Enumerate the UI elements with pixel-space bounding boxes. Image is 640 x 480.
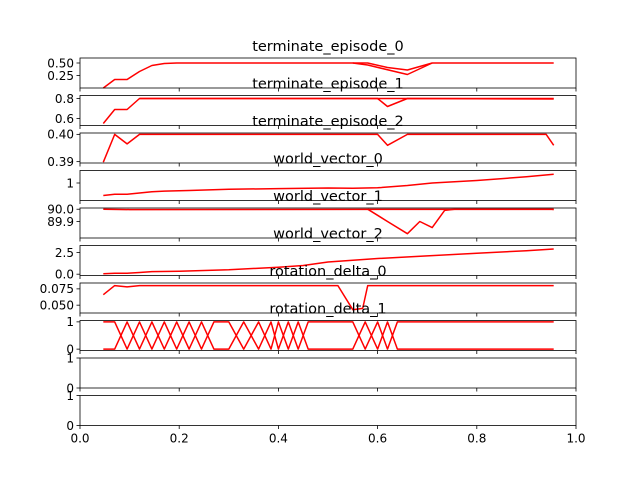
- subplot-7: 0 1 rotation_delta_1: [66, 302, 577, 356]
- y-tick-label-9-0: 0: [66, 419, 74, 433]
- y-tick-label-6-1: 0.075: [40, 282, 74, 296]
- subplot-1: 0.6 0.8 terminate_episode_1: [55, 77, 577, 129]
- subplot-2: 0.39 0.40 terminate_episode_2: [47, 114, 577, 169]
- series-line-0-1: [352, 62, 433, 71]
- axes-frame-4: [79, 207, 577, 239]
- y-tick-label-1-1: 0.8: [55, 92, 74, 106]
- y-tick-label-8-0: 0: [66, 381, 74, 395]
- x-tick-label-1: 0.2: [170, 432, 189, 446]
- series-line-2-0: [102, 133, 555, 163]
- series-line-5-0: [103, 248, 554, 275]
- subplot-title-0: terminate_episode_0: [252, 39, 404, 55]
- y-tick-label-7-1: 1: [66, 315, 74, 329]
- x-tick-label-3: 0.6: [368, 432, 387, 446]
- subplot-title-4: world_vector_1: [273, 189, 383, 205]
- axes-frame-6: [79, 282, 577, 314]
- axes-frame-0: [79, 57, 577, 89]
- y-tick-label-8-1: 1: [66, 351, 74, 365]
- axes-frame-9: [79, 395, 577, 426]
- y-tick-label-2-0: 0.39: [47, 155, 74, 169]
- subplot-0: 0.250.50 terminate_episode_0: [47, 39, 577, 92]
- y-tick-label-7-0: 0: [66, 342, 74, 356]
- axes-frame-3: [79, 170, 577, 201]
- subplot-4: 89.990.0 world_vector_1: [47, 189, 577, 242]
- subplot-title-6: rotation_delta_0: [269, 264, 386, 280]
- subplot-title-7: rotation_delta_1: [269, 302, 386, 318]
- subplot-8: 01: [66, 351, 577, 395]
- series-line-0-0: [102, 62, 554, 89]
- x-tick-label-4: 0.8: [467, 432, 486, 446]
- x-tick-label-2: 0.4: [269, 432, 288, 446]
- y-tick-label-6-0: 0.050: [40, 298, 74, 312]
- x-tick-label-5: 1.0: [566, 432, 585, 446]
- series-line-7-1: [103, 321, 554, 350]
- y-tick-label-4-0: 89.9: [47, 215, 74, 229]
- y-tick-label-3-0: 1: [66, 176, 74, 190]
- subplot-3: 1 world_vector_0: [66, 152, 577, 204]
- y-tick-label-2-1: 0.40: [47, 128, 74, 142]
- y-tick-label-0-1: 0.50: [47, 56, 74, 70]
- subplot-title-1: terminate_episode_1: [252, 77, 404, 93]
- y-tick-label-5-0: 0.0: [55, 267, 74, 281]
- axes-frame-1: [79, 95, 577, 126]
- y-tick-label-9-1: 1: [66, 389, 74, 403]
- subplot-9: 0 1 0.0 0.2 0.4 0.6 0.8 1.0: [66, 389, 585, 446]
- y-tick-label-4-1: 90.0: [47, 203, 74, 217]
- subplot-title-3: world_vector_0: [273, 152, 383, 168]
- subplot-title-5: world_vector_2: [273, 227, 383, 243]
- subplot-title-2: terminate_episode_2: [252, 114, 404, 130]
- subplot-5: 0.0 2.5 world_vector_2: [55, 227, 577, 281]
- x-tick-label-0: 0.0: [70, 432, 89, 446]
- y-tick-label-0-0: 0.25: [47, 69, 74, 83]
- axes-frame-2: [79, 132, 577, 164]
- subplot-6: 0.050 0.075 rotation_delta_0: [40, 264, 577, 317]
- y-tick-label-1-0: 0.6: [55, 112, 74, 126]
- axes-frame-8: [79, 357, 577, 389]
- subplot-grid: 0.250.50 terminate_episode_0 0.6 0.8 termina…: [40, 39, 586, 446]
- axes-frame-5: [79, 245, 577, 276]
- series-line-6-0: [102, 284, 554, 311]
- y-tick-label-5-1: 2.5: [55, 246, 74, 260]
- series-line-4-1: [367, 208, 554, 235]
- series-line-3-0: [103, 173, 554, 197]
- axes-frame-7: [79, 320, 577, 351]
